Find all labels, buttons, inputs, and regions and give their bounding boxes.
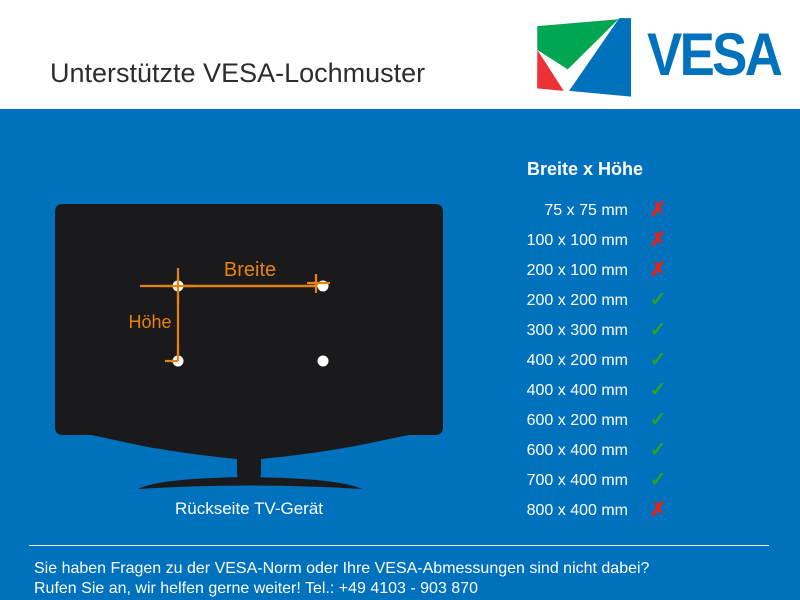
svg-text:Höhe: Höhe (128, 312, 171, 332)
svg-text:Breite: Breite (224, 259, 276, 281)
svg-text:Rückseite TV-Gerät: Rückseite TV-Gerät (175, 499, 323, 518)
